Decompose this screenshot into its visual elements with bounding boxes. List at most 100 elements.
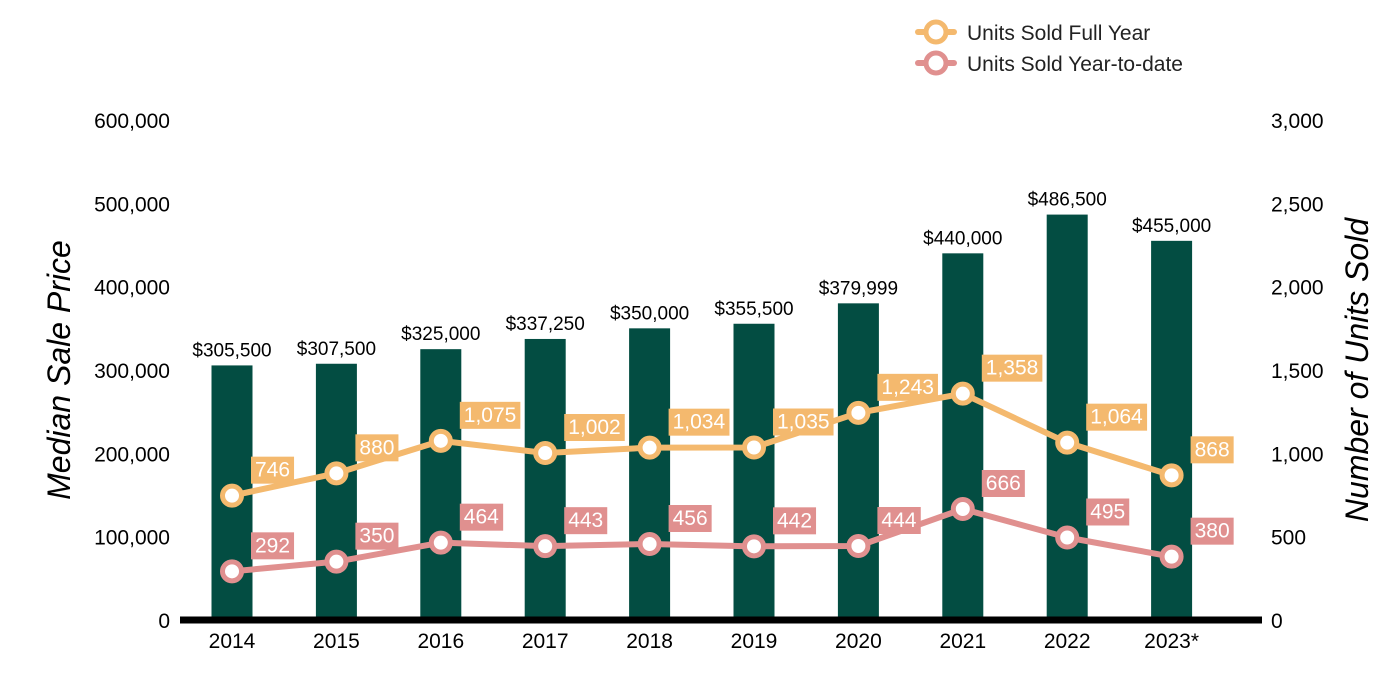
series-point [533,441,558,465]
point-label-background [251,532,295,560]
point-data-label: 868 [1190,436,1234,464]
point-data-label: 746 [251,456,295,484]
point-data-label: 666 [981,470,1025,497]
bar-data-label: $440,000 [923,228,1002,249]
bar-data-label: $325,000 [401,324,480,345]
left-axis-tick-label: 600,000 [94,110,170,133]
right-axis-tick-label: 1,000 [1271,443,1324,466]
point-label-text: 380 [1195,520,1230,543]
series-point [1055,525,1080,550]
bar [315,363,357,620]
point-label-background [668,505,712,532]
point-label-text: 495 [1090,501,1125,524]
bar-data-label: $350,000 [610,303,689,324]
left-axis-tick-label: 0 [158,610,170,633]
point-label-text: 464 [464,506,499,529]
point-data-label: 456 [668,505,712,532]
series-point [742,435,766,460]
bar [1046,214,1088,621]
point-data-label: 1,002 [564,414,625,441]
point-data-label: 444 [877,507,921,534]
bar-data-label: $379,999 [819,278,898,299]
point-label-text: 1,243 [881,376,934,399]
point-data-label: 443 [564,507,608,535]
bar-data-label: $486,500 [1028,190,1107,211]
series-point [428,530,453,555]
right-axis-ticks: 0 500 1,000 1,500 2,000 2,500 3,000 [1271,110,1324,633]
point-label-text: 868 [1195,438,1230,461]
left-axis-title: Median Sale Price [41,240,77,500]
legend-label: Units Sold Full Year [967,22,1150,45]
point-data-label: 1,075 [459,401,521,429]
series-point [533,534,558,559]
right-axis-tick-label: 3,000 [1271,110,1324,133]
series-point [846,400,871,425]
x-axis-tick-label: 2019 [731,630,778,653]
point-label-background [668,408,730,436]
point-data-label: 350 [355,522,399,550]
point-label-text: 442 [777,509,812,532]
point-data-label: 464 [459,503,504,531]
right-axis-tick-label: 1,500 [1271,360,1324,383]
left-axis-tick-label: 500,000 [94,193,170,216]
point-label-background [459,401,521,429]
point-label-text: 1,358 [986,357,1039,380]
series-point [637,532,662,556]
bar-data-label: $305,500 [192,340,271,361]
point-data-label: 380 [1190,517,1234,545]
x-axis-tick-label: 2015 [313,630,360,653]
point-label-text: 1,075 [464,404,517,427]
point-data-label: 442 [773,507,817,535]
left-axis-tick-label: 200,000 [94,443,170,466]
point-label-background [459,503,504,531]
point-label-background [877,373,938,401]
legend-label: Units Sold Year-to-date [967,53,1183,76]
point-label-text: 666 [986,472,1021,495]
legend-swatch-marker [923,50,949,76]
point-label-text: 292 [255,534,290,557]
point-label-background [1086,403,1148,431]
point-label-text: 1,002 [568,416,621,439]
point-label-background [877,507,921,534]
series-point [324,461,349,486]
point-label-text: 1,034 [673,411,726,434]
point-label-text: 1,064 [1090,406,1143,429]
series-point [220,559,244,584]
point-label-text: 444 [881,509,916,532]
x-axis-tick-label: 2023* [1144,630,1199,653]
point-label-background [251,456,295,484]
series-point [220,483,244,508]
series-line [229,506,1175,575]
point-label-background [773,408,834,436]
series-point [637,435,662,460]
bar [733,323,775,620]
series-point [324,549,349,574]
point-label-background [1086,498,1130,526]
bar [837,303,879,620]
point-data-label: 1,243 [877,373,938,401]
point-data-label: 1,034 [668,408,730,436]
point-label-background [773,507,817,535]
x-axis-tick-label: 2021 [939,630,986,653]
point-label-background [1190,436,1234,464]
x-axis-tick-label: 2017 [522,630,569,653]
point-data-label: 1,064 [1086,403,1148,431]
series-point [428,428,453,453]
right-axis-tick-label: 500 [1271,527,1306,550]
bar [629,328,671,620]
legend-item-full-year: Units Sold Full Year [915,19,1150,45]
bar [524,338,566,620]
lines-layer: 746 880 1,075 1,002 1,034 1,035 1,243 1,358 1,06… [220,354,1234,584]
x-axis-ticks: 2014 2015 2016 2017 2018 2019 2020 2021 2022 2023… [209,630,1199,653]
legend-swatch-marker [923,19,949,45]
series-point [742,534,766,559]
point-label-text: 880 [359,436,394,459]
bar-data-label: $307,500 [297,339,376,360]
right-axis-title: Number of Units Sold [1339,217,1375,522]
point-label-background [564,507,608,535]
bar-data-label: $355,500 [714,299,793,320]
series-point [950,381,975,406]
point-data-label: 880 [355,434,399,462]
legend: Units Sold Full Year Units Sold Year-to-… [915,19,1183,76]
